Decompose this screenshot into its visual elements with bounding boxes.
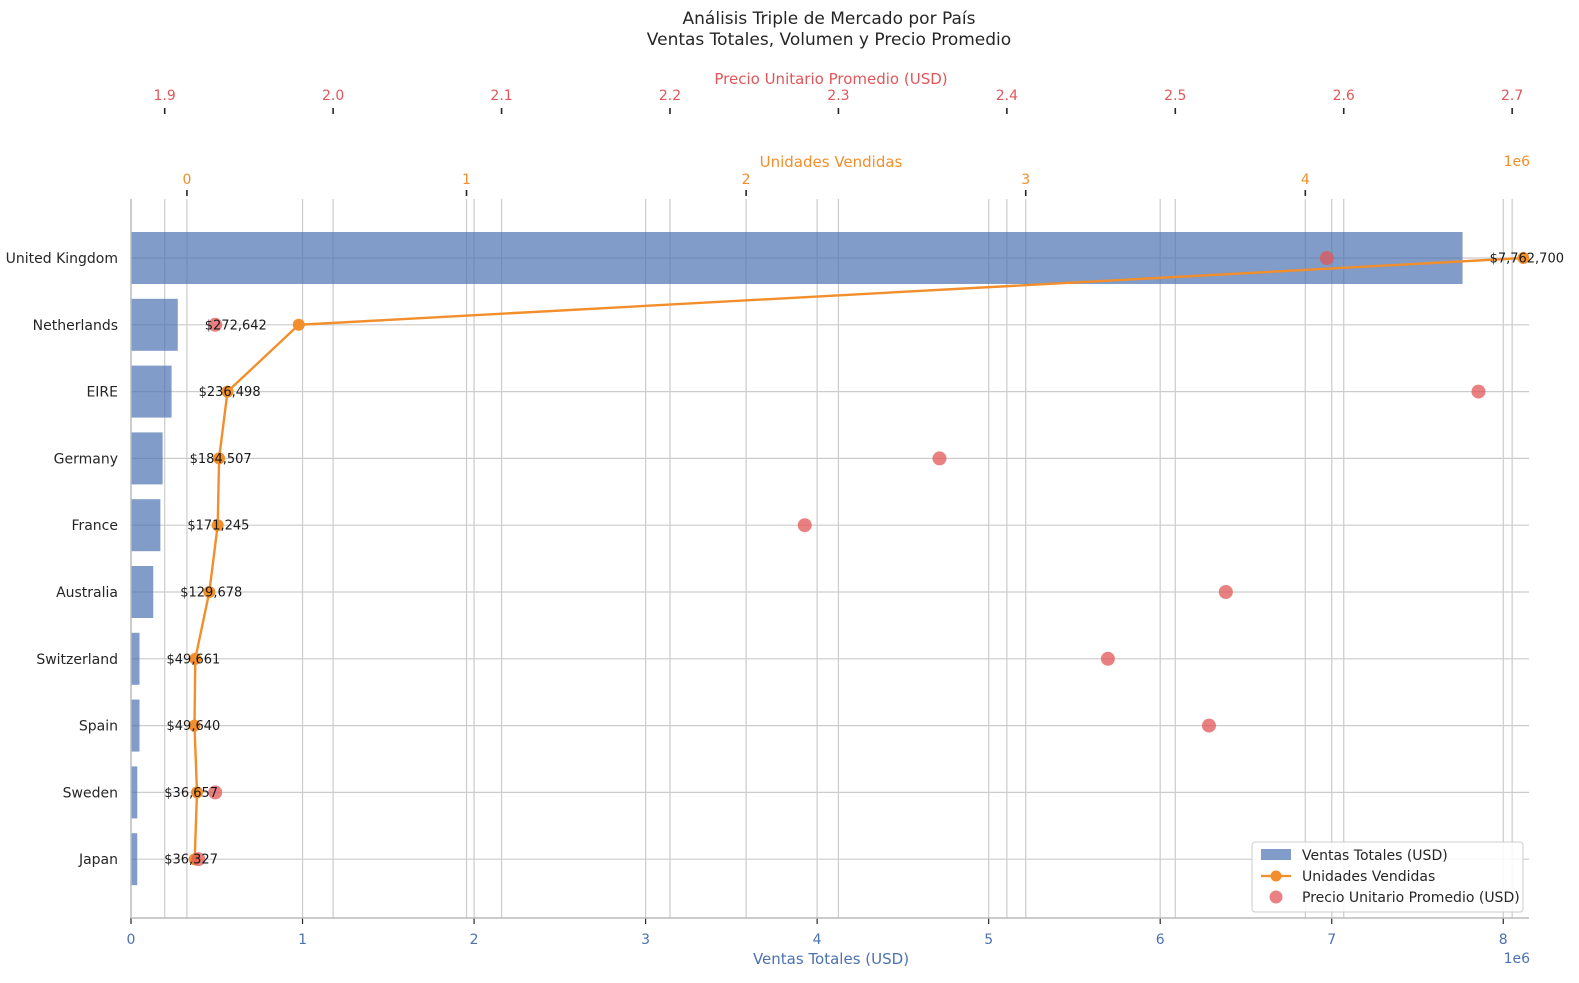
bar — [131, 499, 161, 552]
price-point — [1201, 718, 1216, 733]
bar-value-label: $49,661 — [167, 652, 221, 667]
x-axis-sales-tick-label: 6 — [1156, 932, 1165, 948]
x-axis-price-tick-label: 2.2 — [659, 88, 681, 104]
y-axis-tick-label: France — [71, 518, 118, 534]
bar — [131, 298, 178, 351]
price-point — [208, 785, 223, 800]
bar-value-label: $49,640 — [167, 719, 221, 734]
x-axis-price-tick-label: 2.3 — [827, 88, 849, 104]
price-points — [191, 251, 1486, 867]
y-axis-tick-label: Germany — [54, 451, 118, 467]
bar-value-label: $7,762,700 — [1490, 252, 1564, 267]
bar-value-label: $236,498 — [199, 385, 261, 400]
bar — [131, 699, 140, 752]
legend: Ventas Totales (USD) Unidades Vendidas P… — [1251, 841, 1524, 913]
units-point — [190, 786, 203, 799]
bar-value-labels: $7,762,700 $272,642 $236,498 $184,507 $171,2… — [164, 252, 1564, 868]
units-point — [213, 452, 226, 465]
price-point — [1218, 585, 1233, 599]
units-point — [1517, 252, 1530, 264]
units-point — [292, 318, 305, 331]
x-axis-price-tick-label: 2.1 — [490, 88, 512, 104]
y-axis-tick-label: Japan — [78, 852, 118, 868]
x-axis-sales-tick-label: 8 — [1499, 932, 1508, 948]
x-axis-sales: Ventas Totales (USD) 1e6 0 1 2 3 4 5 6 7 8 — [127, 917, 1531, 968]
x-axis-price-tick-label: 2.5 — [1164, 88, 1186, 104]
x-axis-sales-tick-label: 0 — [127, 932, 136, 948]
x-axis-units-tick-label: 3 — [1021, 172, 1030, 188]
bar-value-label: $36,327 — [164, 853, 218, 868]
price-point — [1319, 251, 1334, 265]
price-point — [1100, 651, 1115, 666]
bar-value-label: $184,507 — [190, 452, 252, 467]
y-axis-tick-label: United Kingdom — [6, 251, 118, 267]
bar-value-label: $36,657 — [164, 786, 218, 801]
x-axis-price-tick-label: 1.9 — [154, 88, 176, 104]
x-axis-units-tick-label: 2 — [742, 172, 751, 188]
y-axis-tick-label: Switzerland — [36, 652, 118, 668]
x-axis-sales-label: Ventas Totales (USD) — [753, 950, 909, 968]
title-line-2: Ventas Totales, Volumen y Precio Promedi… — [647, 30, 1011, 50]
y-axis-tick-label: EIRE — [86, 385, 118, 401]
legend-scatter-swatch — [1269, 890, 1283, 904]
units-line — [188, 252, 1530, 866]
legend-label-sales: Ventas Totales (USD) — [1302, 848, 1448, 864]
bar-value-label: $272,642 — [205, 318, 267, 333]
chart-title: Análisis Triple de Mercado por País Vent… — [647, 9, 1011, 50]
x-axis-units-tick-label: 1 — [462, 172, 471, 188]
legend-bar-swatch — [1261, 849, 1291, 860]
x-axis-units-tick-label: 4 — [1301, 172, 1310, 188]
x-axis-sales-tick-label: 4 — [813, 932, 822, 948]
units-point — [221, 385, 234, 398]
bar — [131, 365, 172, 418]
bar — [131, 766, 138, 819]
units-point — [188, 719, 201, 732]
x-axis-sales-tick-label: 3 — [641, 932, 650, 948]
x-axis-units: Unidades Vendidas 1e6 0 1 2 3 4 — [182, 153, 1530, 196]
y-axis-tick-label: Netherlands — [33, 318, 118, 334]
x-axis-units-tick-label: 0 — [182, 172, 191, 188]
grid — [130, 199, 1529, 918]
x-axis-sales-tick-label: 2 — [470, 932, 479, 948]
x-axis-price: Precio Unitario Promedio (USD) 1.9 2.0 2.1… — [154, 70, 1523, 114]
y-axis-tick-label: Spain — [79, 719, 118, 735]
legend-label-price: Precio Unitario Promedio (USD) — [1302, 890, 1520, 906]
x-axis-price-tick-label: 2.6 — [1333, 88, 1355, 104]
x-axis-price-tick-label: 2.4 — [996, 88, 1018, 104]
y-axis-tick-label: Sweden — [63, 785, 118, 801]
x-axis-sales-offset: 1e6 — [1504, 951, 1531, 967]
units-point — [189, 652, 202, 665]
bar-value-label: $129,678 — [180, 586, 242, 601]
sales-bars — [131, 232, 1463, 886]
price-point — [797, 518, 812, 533]
y-axis-tick-label: Australia — [56, 585, 118, 601]
bar-value-label: $171,245 — [187, 519, 249, 534]
price-point — [1471, 384, 1486, 399]
x-axis-units-offset: 1e6 — [1504, 154, 1531, 170]
title-line-1: Análisis Triple de Mercado por País — [683, 9, 976, 29]
bar — [131, 632, 140, 685]
y-axis: United Kingdom Netherlands EIRE Germany Fran… — [6, 199, 132, 918]
x-axis-sales-tick-label: 7 — [1327, 932, 1336, 948]
units-point — [203, 586, 216, 598]
units-line-path — [193, 256, 1524, 860]
x-axis-units-label: Unidades Vendidas — [760, 153, 903, 171]
x-axis-sales-tick-label: 5 — [984, 932, 993, 948]
x-axis-sales-tick-label: 1 — [298, 932, 307, 948]
bar — [131, 566, 154, 618]
x-axis-price-tick-label: 2.7 — [1501, 88, 1523, 104]
units-point — [211, 519, 224, 532]
x-axis-price-tick-label: 2.0 — [322, 88, 344, 104]
legend-box — [1251, 841, 1524, 913]
bar — [131, 232, 1463, 284]
bar — [131, 432, 163, 485]
price-point — [191, 852, 206, 867]
bar — [131, 833, 138, 886]
legend-line-marker — [1270, 870, 1282, 882]
price-point — [208, 317, 223, 332]
legend-label-units: Unidades Vendidas — [1302, 869, 1435, 885]
price-point — [932, 451, 947, 466]
x-axis-price-label: Precio Unitario Promedio (USD) — [714, 70, 947, 88]
